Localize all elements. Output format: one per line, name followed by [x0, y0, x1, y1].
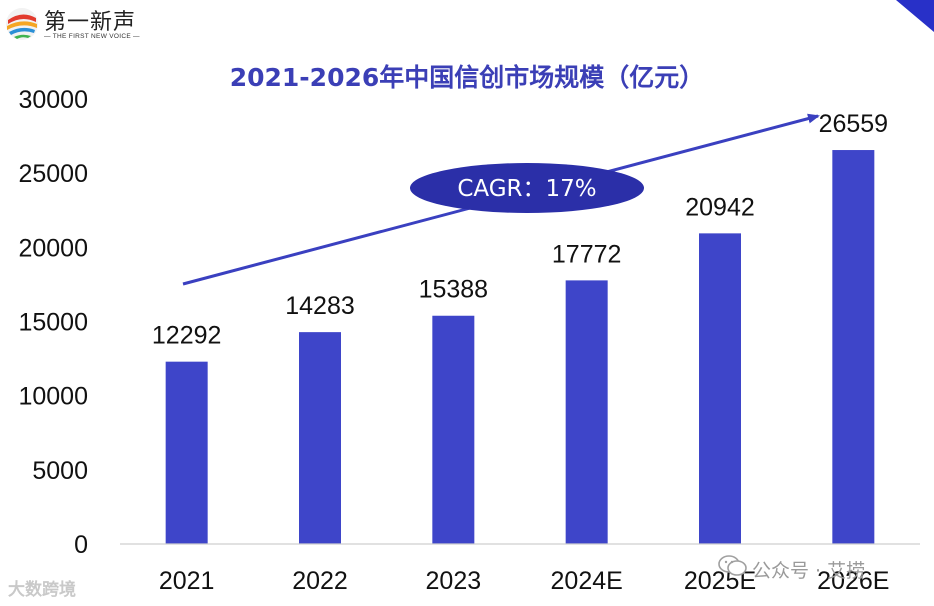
data-label: 12292 [152, 322, 222, 350]
bar-2024E [565, 280, 608, 544]
x-tick-label: 2024E [551, 567, 623, 595]
bar-2023 [432, 315, 475, 544]
cagr-label: CAGR：17% [457, 176, 596, 202]
cagr-badge [410, 163, 644, 213]
data-label: 14283 [285, 292, 355, 320]
wechat-watermark: 公众号 · 艾捞 [752, 560, 866, 582]
data-label: 26559 [819, 110, 889, 138]
wechat-icon [718, 555, 747, 576]
brand-globe-icon [6, 8, 38, 40]
bar-series: 12292 14283 15388 17772 20942 26559 [152, 110, 888, 544]
chart-title: 2021-2026年中国信创市场规模（亿元） [229, 63, 705, 92]
y-tick-label: 20000 [18, 234, 88, 262]
y-tick-label: 15000 [18, 309, 88, 337]
bar-2025E [699, 233, 741, 544]
brand-logo: 第一新声 — THE FIRST NEW VOICE — [4, 4, 164, 46]
source-credit: 大数跨境 [8, 580, 76, 600]
brand-name: 第一新声 [44, 10, 137, 35]
y-tick-label: 30000 [18, 86, 88, 114]
bar-2022 [299, 332, 341, 544]
bar-2021 [165, 361, 208, 544]
trend-annotation: CAGR：17% [182, 113, 820, 286]
y-axis: 0 5000 10000 15000 20000 25000 30000 [18, 86, 88, 559]
x-tick-label: 2023 [426, 567, 482, 595]
x-tick-label: 2026E [817, 567, 889, 595]
brand-tagline: — THE FIRST NEW VOICE — [44, 33, 140, 40]
corner-decoration [896, 0, 934, 32]
data-label: 20942 [685, 193, 755, 221]
bar-2026E [832, 150, 875, 544]
x-tick-label: 2021 [159, 567, 215, 595]
x-tick-label: 2022 [292, 567, 348, 595]
y-tick-label: 5000 [32, 457, 88, 485]
y-tick-label: 10000 [18, 383, 88, 411]
data-label: 17772 [552, 240, 622, 268]
y-tick-label: 0 [74, 531, 88, 559]
y-tick-label: 25000 [18, 160, 88, 188]
data-label: 15388 [419, 276, 489, 304]
